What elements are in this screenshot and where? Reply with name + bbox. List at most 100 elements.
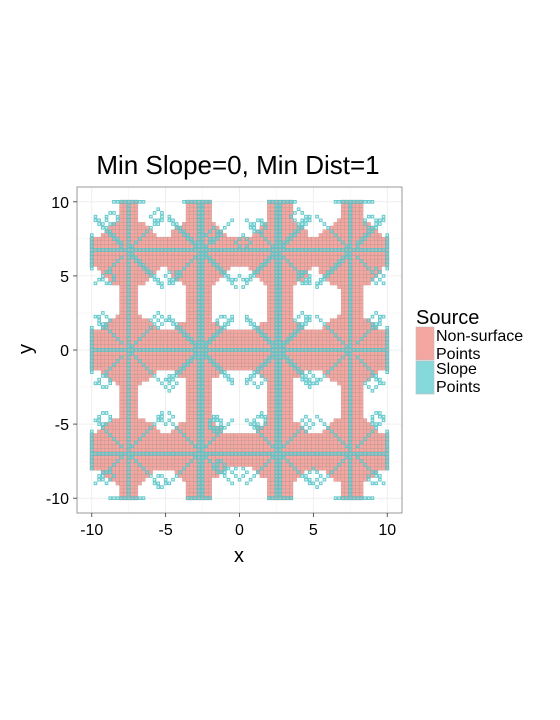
non-surface-cell — [226, 355, 231, 360]
non-surface-cell — [359, 344, 364, 349]
non-surface-cell — [322, 351, 327, 356]
non-surface-cell — [145, 240, 150, 245]
non-surface-cell — [248, 329, 253, 334]
slope-cell — [208, 422, 212, 426]
non-surface-cell — [241, 240, 246, 245]
non-surface-cell — [193, 488, 198, 493]
slope-cell — [126, 444, 131, 449]
non-surface-cell — [359, 225, 364, 230]
slope-cell — [200, 348, 205, 352]
non-surface-cell — [289, 470, 294, 475]
non-surface-cell — [123, 303, 127, 308]
non-surface-cell — [322, 459, 327, 464]
non-surface-cell — [289, 277, 294, 282]
non-surface-cell — [130, 373, 135, 378]
non-surface-cell — [222, 233, 227, 238]
non-surface-cell — [352, 251, 356, 256]
non-surface-cell — [207, 303, 212, 308]
non-surface-cell — [141, 351, 146, 356]
non-surface-cell — [119, 396, 124, 401]
non-surface-cell — [259, 251, 264, 256]
slope-cell — [174, 225, 179, 230]
non-surface-cell — [185, 403, 190, 408]
non-surface-cell — [219, 466, 224, 471]
non-surface-cell — [93, 255, 98, 260]
slope-cell — [197, 270, 201, 275]
non-surface-cell — [281, 262, 286, 267]
non-surface-cell — [167, 333, 172, 338]
non-surface-cell — [322, 329, 327, 334]
slope-cell — [97, 418, 101, 423]
non-surface-cell — [329, 359, 334, 364]
non-surface-cell — [340, 325, 345, 330]
non-surface-cell — [311, 455, 316, 460]
non-surface-cell — [285, 351, 290, 356]
slope-cell — [174, 277, 179, 282]
non-surface-cell — [115, 355, 120, 360]
non-surface-cell — [352, 392, 356, 397]
non-surface-cell — [145, 336, 150, 341]
non-surface-cell — [93, 436, 98, 441]
non-surface-cell — [270, 225, 275, 230]
non-surface-cell — [355, 351, 360, 356]
non-surface-cell — [344, 477, 349, 482]
slope-cell — [93, 418, 98, 423]
non-surface-cell — [159, 251, 164, 256]
non-surface-cell — [285, 392, 290, 397]
non-surface-cell — [289, 273, 294, 278]
non-surface-cell — [289, 422, 294, 427]
non-surface-cell — [233, 462, 238, 467]
non-surface-cell — [322, 366, 327, 371]
slope-cell — [197, 381, 201, 386]
non-surface-cell — [185, 418, 190, 423]
non-surface-cell — [193, 392, 198, 397]
non-surface-cell — [141, 455, 146, 460]
non-surface-cell — [108, 373, 113, 378]
non-surface-cell — [281, 362, 286, 367]
slope-cell — [200, 392, 205, 397]
slope-cell — [222, 348, 227, 352]
slope-cell — [104, 225, 109, 230]
non-surface-cell — [329, 377, 334, 382]
slope-cell — [126, 211, 131, 215]
slope-cell — [126, 296, 131, 300]
non-surface-cell — [340, 433, 345, 438]
non-surface-cell — [156, 440, 161, 445]
non-surface-cell — [270, 440, 275, 445]
non-surface-cell — [311, 359, 316, 364]
slope-cell — [200, 292, 205, 297]
non-surface-cell — [167, 355, 172, 360]
non-surface-cell — [248, 333, 253, 338]
non-surface-cell — [322, 229, 327, 234]
non-surface-cell — [130, 325, 135, 330]
non-surface-cell — [270, 481, 275, 486]
non-surface-cell — [270, 240, 275, 245]
slope-cell — [126, 270, 131, 275]
slope-cell — [197, 314, 201, 319]
slope-cell — [189, 348, 194, 352]
slope-cell — [130, 200, 135, 204]
non-surface-cell — [207, 277, 212, 282]
non-surface-cell — [248, 251, 253, 256]
non-surface-cell — [311, 244, 316, 249]
non-surface-cell — [270, 229, 275, 234]
slope-cell — [141, 248, 146, 252]
non-surface-cell — [108, 251, 113, 256]
slope-cell — [126, 418, 131, 423]
non-surface-cell — [289, 407, 294, 412]
non-surface-cell — [259, 240, 264, 245]
slope-cell — [208, 348, 212, 352]
non-surface-cell — [97, 366, 102, 371]
non-surface-cell — [292, 325, 297, 330]
non-surface-cell — [385, 329, 390, 334]
non-surface-cell — [359, 292, 364, 297]
slope-cell — [215, 366, 220, 371]
non-surface-cell — [237, 340, 242, 345]
slope-cell — [152, 348, 157, 352]
non-surface-cell — [189, 262, 194, 267]
non-surface-cell — [281, 229, 286, 234]
non-surface-cell — [193, 296, 198, 301]
non-surface-cell — [255, 233, 260, 238]
slope-cell — [200, 363, 205, 367]
non-surface-cell — [359, 325, 364, 330]
